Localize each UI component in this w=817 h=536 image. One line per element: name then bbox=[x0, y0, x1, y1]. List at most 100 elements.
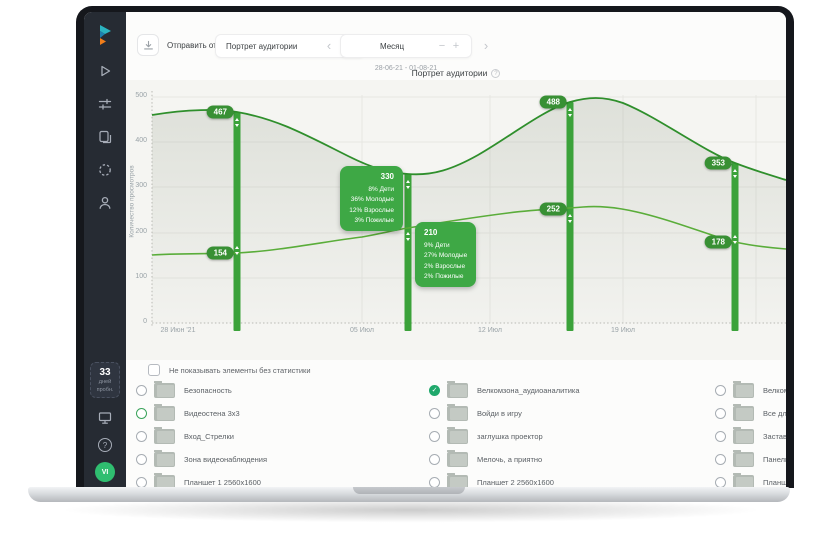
laptop-base-notch bbox=[352, 487, 465, 494]
settings-icon[interactable] bbox=[97, 162, 113, 178]
folder-thumbnail bbox=[447, 427, 468, 444]
list-item[interactable]: Мелочь, а приятно bbox=[429, 450, 714, 468]
list-item[interactable]: Планшет 2 2560х1600 bbox=[429, 473, 714, 488]
list-item[interactable]: Заставка bbox=[715, 427, 786, 445]
item-label: Велкомзона_видеоаналити bbox=[763, 385, 786, 395]
point-label[interactable]: 154 bbox=[206, 246, 234, 260]
filters-icon[interactable] bbox=[97, 96, 113, 112]
tooltip-value: 210 bbox=[424, 228, 438, 237]
zoom-in-button[interactable]: + bbox=[452, 40, 460, 52]
item-radio[interactable] bbox=[715, 476, 726, 488]
folder-thumbnail bbox=[733, 427, 754, 444]
folder-thumbnail bbox=[154, 473, 175, 488]
item-radio[interactable] bbox=[136, 384, 147, 396]
chart-title-row: Портрет аудитории? bbox=[126, 68, 786, 78]
chart-tooltip: 210 9% Дети 27% Молодые 2% Взрослые 2% П… bbox=[415, 222, 477, 287]
play-icon[interactable] bbox=[97, 63, 113, 79]
x-tick: 12 Июл bbox=[478, 327, 502, 334]
item-label: Планшет 3 2560х1600 bbox=[763, 477, 786, 487]
avatar[interactable]: VI bbox=[95, 462, 115, 482]
point-label[interactable]: 252 bbox=[539, 202, 567, 216]
item-radio[interactable] bbox=[136, 453, 147, 465]
folder-thumbnail bbox=[447, 404, 468, 421]
next-period-button[interactable]: › bbox=[483, 37, 489, 53]
item-radio[interactable] bbox=[136, 476, 147, 488]
folder-thumbnail bbox=[733, 381, 754, 398]
list-item[interactable]: Велкомзона_видеоаналити bbox=[715, 381, 786, 399]
user-icon[interactable] bbox=[97, 195, 113, 211]
period-selector[interactable]: Месяц − + bbox=[340, 34, 472, 58]
bar[interactable] bbox=[233, 112, 241, 331]
list-item[interactable]: Видеостена 3х3 bbox=[136, 404, 421, 422]
item-radio-checked[interactable]: ✓ bbox=[429, 384, 440, 396]
send-report-button[interactable]: Отправить отчёт bbox=[167, 41, 230, 50]
tooltip-value: 330 bbox=[380, 172, 394, 181]
y-tick: 200 bbox=[135, 228, 147, 235]
y-tick: 500 bbox=[135, 92, 147, 99]
item-radio[interactable] bbox=[715, 384, 726, 396]
main-content: Отправить отчёт Портрет аудитории ‹ Меся… bbox=[126, 12, 786, 488]
y-tick: 100 bbox=[135, 273, 147, 280]
list-item[interactable]: Войди в игру bbox=[429, 404, 714, 422]
tooltip-row: 3% Пожилые bbox=[354, 216, 394, 224]
point-label[interactable]: 178 bbox=[704, 235, 732, 249]
folder-thumbnail bbox=[733, 473, 754, 488]
zoom-out-button[interactable]: − bbox=[438, 40, 446, 52]
list-item[interactable]: Вход_Стрелки bbox=[136, 427, 421, 445]
list-item[interactable]: Зона видеонаблюдения bbox=[136, 450, 421, 468]
folder-thumbnail bbox=[154, 450, 175, 467]
bar[interactable] bbox=[731, 163, 739, 331]
info-icon[interactable]: ? bbox=[491, 69, 501, 78]
list-item[interactable]: Планшет 3 2560х1600 bbox=[715, 473, 786, 488]
item-label: Войди в игру bbox=[477, 408, 522, 418]
x-tick: 05 Июл bbox=[350, 327, 374, 334]
display-icon[interactable] bbox=[97, 410, 113, 426]
list-item[interactable]: Все для связи bbox=[715, 404, 786, 422]
item-radio[interactable] bbox=[715, 453, 726, 465]
laptop-base bbox=[28, 487, 790, 502]
pages-icon[interactable] bbox=[97, 129, 113, 145]
item-radio[interactable] bbox=[429, 453, 440, 465]
tooltip-row: 9% Дети bbox=[424, 242, 450, 250]
item-label: Панель вертикальная внутр bbox=[763, 454, 786, 464]
item-radio[interactable] bbox=[429, 476, 440, 488]
y-tick: 300 bbox=[135, 182, 147, 189]
item-label: Все для связи bbox=[763, 408, 786, 418]
tooltip-row: 27% Молодые bbox=[424, 252, 468, 260]
point-label[interactable]: 488 bbox=[539, 95, 567, 109]
trial-caption-2: пробн. bbox=[96, 386, 114, 393]
trial-days: 33 bbox=[99, 366, 111, 378]
bar[interactable] bbox=[404, 174, 412, 331]
tooltip-row: 8% Дети bbox=[368, 186, 394, 194]
folder-thumbnail bbox=[733, 450, 754, 467]
item-radio[interactable] bbox=[429, 430, 440, 442]
hide-empty-checkbox[interactable] bbox=[148, 364, 160, 376]
item-radio[interactable] bbox=[136, 407, 147, 419]
item-radio[interactable] bbox=[136, 430, 147, 442]
trial-caption-1: дней bbox=[98, 378, 112, 385]
list-item[interactable]: Планшет 1 2560х1600 bbox=[136, 473, 421, 488]
report-type-value: Портрет аудитории bbox=[226, 41, 298, 51]
list-item[interactable]: заглушка проектор bbox=[429, 427, 714, 445]
prev-period-button[interactable]: ‹ bbox=[326, 37, 332, 53]
list-item[interactable]: Безопасность bbox=[136, 381, 421, 399]
item-radio[interactable] bbox=[715, 430, 726, 442]
item-label: Безопасность bbox=[184, 385, 232, 395]
item-label: Видеостена 3х3 bbox=[184, 408, 240, 418]
period-value: Месяц bbox=[379, 41, 405, 51]
list-item[interactable]: ✓ Велкомзона_аудиоаналитика bbox=[429, 381, 714, 399]
folder-thumbnail bbox=[447, 381, 468, 398]
item-radio[interactable] bbox=[715, 407, 726, 419]
tooltip-row: 12% Взрослые bbox=[349, 206, 394, 214]
export-report-icon-button[interactable] bbox=[137, 34, 159, 56]
tooltip-row: 2% Пожилые bbox=[424, 272, 464, 280]
list-item[interactable]: Панель вертикальная внутр bbox=[715, 450, 786, 468]
item-radio[interactable] bbox=[429, 407, 440, 419]
chart-title: Портрет аудитории bbox=[411, 68, 488, 78]
help-icon[interactable]: ? bbox=[98, 438, 112, 452]
item-label: Планшет 2 2560х1600 bbox=[477, 477, 554, 487]
point-label[interactable]: 353 bbox=[704, 156, 732, 170]
point-label[interactable]: 467 bbox=[206, 105, 234, 119]
trial-badge[interactable]: 33 дней пробн. bbox=[90, 361, 120, 398]
